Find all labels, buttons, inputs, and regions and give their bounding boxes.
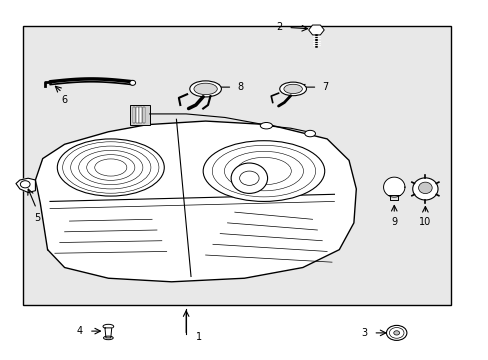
Polygon shape [16,178,35,193]
Ellipse shape [231,163,267,193]
Ellipse shape [393,331,399,335]
Bar [130,105,149,125]
Polygon shape [383,177,404,197]
Ellipse shape [103,336,113,340]
Ellipse shape [388,328,403,338]
Text: 4: 4 [77,326,83,336]
Ellipse shape [412,178,437,200]
Ellipse shape [279,82,306,96]
Ellipse shape [260,122,272,129]
Text: 2: 2 [276,22,282,32]
Text: 8: 8 [237,82,243,92]
Ellipse shape [194,83,217,95]
Polygon shape [35,121,356,282]
Circle shape [20,181,30,188]
Bar [23,26,450,305]
Text: 7: 7 [322,82,328,92]
Ellipse shape [239,171,259,185]
Polygon shape [105,328,112,338]
Ellipse shape [418,182,431,194]
Ellipse shape [304,130,315,137]
Ellipse shape [284,84,302,94]
Text: 3: 3 [361,328,367,338]
Text: 6: 6 [61,95,67,105]
Ellipse shape [203,141,324,202]
Ellipse shape [129,80,135,85]
Bar [142,107,145,123]
Bar [139,107,142,123]
Text: 5: 5 [34,213,41,223]
Ellipse shape [386,325,406,341]
Ellipse shape [103,324,114,329]
Text: 9: 9 [390,217,397,227]
Bar [136,107,138,123]
Bar [132,107,135,123]
Text: 10: 10 [418,217,430,227]
Text: 1: 1 [196,332,202,342]
Ellipse shape [189,81,221,97]
Ellipse shape [57,139,164,196]
